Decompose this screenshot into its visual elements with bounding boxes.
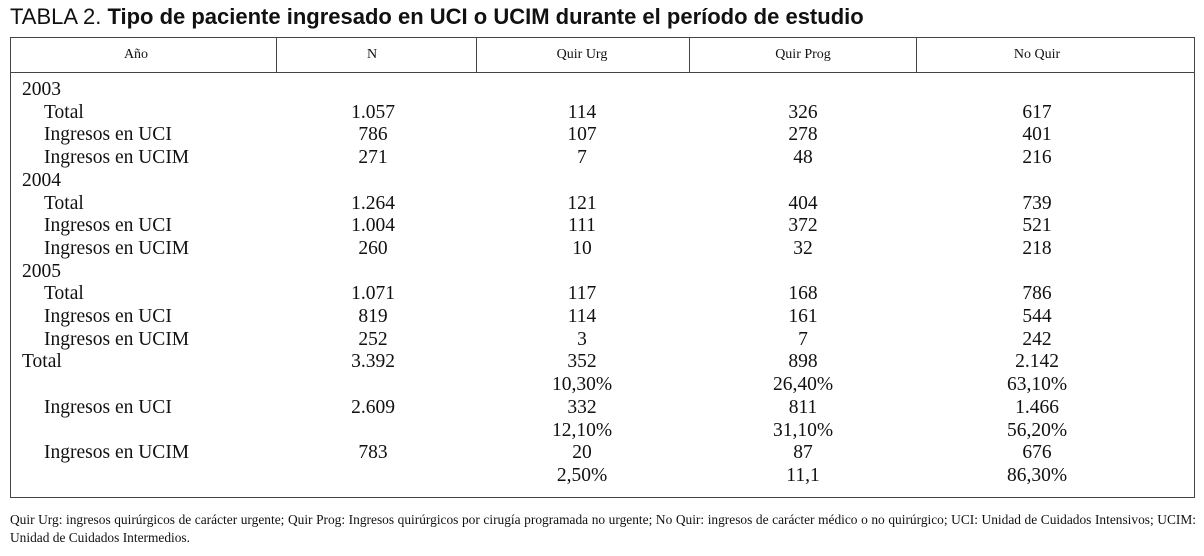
cell-value: 114: [567, 101, 597, 123]
cell-value: 401: [1022, 124, 1052, 146]
column-header: Quir Urg: [556, 47, 608, 62]
cell-value: 7: [798, 328, 808, 350]
row-label: Ingresos en UCIM: [44, 147, 190, 169]
cell-percent: 11,1: [786, 464, 820, 486]
cell-value: 114: [567, 306, 597, 327]
column-header: Quir Prog: [775, 47, 831, 62]
row-label: Ingresos en UCI: [44, 215, 172, 237]
cell-value: 107: [567, 124, 597, 146]
cell-value: 352: [567, 351, 597, 373]
cell-value: 786: [358, 124, 388, 146]
cell-value: 786: [1022, 283, 1052, 305]
table-title: TABLA 2. Tipo de paciente ingresado en U…: [10, 4, 864, 30]
cell-value: 87: [793, 442, 813, 464]
cell-value: 819: [358, 306, 388, 327]
row-label: Ingresos en UCIM: [44, 237, 190, 259]
cell-value: 898: [788, 351, 818, 373]
cell-value: 739: [1022, 192, 1052, 214]
row-label: Total: [44, 101, 84, 123]
year-label: 2004: [22, 169, 61, 191]
title-text: Tipo de paciente ingresado en UCI o UCIM…: [107, 4, 864, 29]
cell-value: 20: [572, 442, 592, 464]
cell-percent: 56,20%: [1006, 419, 1068, 441]
cell-value: 1.264: [351, 192, 395, 214]
cell-value: 271: [358, 147, 388, 169]
cell-value: 617: [1022, 101, 1052, 123]
row-label: Ingresos en UCIM: [44, 328, 190, 350]
cell-value: 2.609: [351, 396, 395, 418]
column-separator: [916, 37, 917, 72]
cell-value: 2.142: [1015, 351, 1059, 373]
cell-value: 1.004: [351, 215, 395, 237]
cell-value: 48: [793, 147, 813, 169]
cell-value: 783: [358, 442, 388, 464]
cell-value: 161: [788, 306, 818, 327]
cell-value: 278: [788, 124, 818, 146]
cell-value: 218: [1022, 237, 1052, 259]
cell-value: 111: [568, 215, 596, 237]
column-header: No Quir: [1013, 47, 1061, 62]
cell-value: 521: [1022, 215, 1052, 237]
row-label: Ingresos en UCI: [44, 306, 172, 327]
cell-value: 32: [793, 237, 813, 259]
cell-percent: 2,50%: [556, 464, 608, 486]
row-label: Ingresos en UCI: [44, 124, 172, 146]
cell-value: 3.392: [351, 351, 395, 373]
cell-value: 544: [1022, 306, 1052, 327]
cell-percent: 31,10%: [772, 419, 834, 441]
year-label: 2005: [22, 260, 61, 282]
cell-value: 326: [788, 101, 818, 123]
column-header: N: [366, 47, 378, 62]
cell-value: 168: [788, 283, 818, 305]
row-label: Total: [44, 283, 84, 305]
cell-value: 242: [1022, 328, 1052, 350]
cell-value: 117: [567, 283, 597, 305]
cell-value: 676: [1022, 442, 1052, 464]
table-frame: [10, 37, 1195, 498]
cell-percent: 10,30%: [551, 374, 613, 396]
year-label: 2003: [22, 79, 61, 100]
row-label: Total: [22, 351, 62, 373]
cell-value: 1.466: [1015, 396, 1059, 418]
cell-value: 811: [788, 396, 818, 418]
cell-value: 1.071: [351, 283, 395, 305]
title-label: TABLA 2.: [10, 4, 102, 29]
cell-percent: 86,30%: [1006, 464, 1068, 486]
cell-value: 216: [1022, 147, 1052, 169]
cell-value: 404: [788, 192, 818, 214]
cell-value: 1.057: [351, 101, 395, 123]
table-header: Año N Quir Urg Quir Prog No Quir: [10, 37, 1195, 73]
column-separator: [689, 37, 690, 72]
cell-percent: 26,40%: [772, 374, 834, 396]
cell-value: 10: [572, 237, 592, 259]
footnote: Quir Urg: ingresos quirúrgicos de caráct…: [10, 512, 1196, 545]
row-label: Ingresos en UCI: [44, 396, 172, 418]
cell-value: 332: [567, 396, 597, 418]
cell-value: 252: [358, 328, 388, 350]
cell-value: 372: [788, 215, 818, 237]
cell-value: 3: [577, 328, 587, 350]
cell-value: 7: [577, 147, 587, 169]
cell-percent: 12,10%: [551, 419, 613, 441]
row-label: Total: [44, 192, 84, 214]
cell-value: 121: [567, 192, 597, 214]
row-label: Ingresos en UCIM: [44, 442, 190, 464]
column-separator: [276, 37, 277, 72]
column-header: Año: [123, 47, 149, 62]
cell-percent: 63,10%: [1006, 374, 1068, 396]
column-separator: [476, 37, 477, 72]
cell-value: 260: [358, 237, 388, 259]
